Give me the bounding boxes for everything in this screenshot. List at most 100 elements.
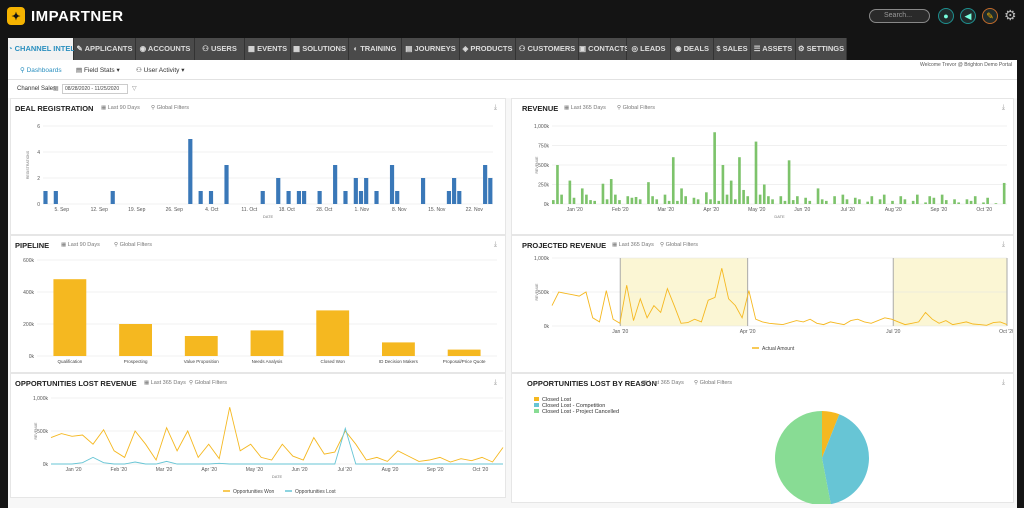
user-icon[interactable]: ● — [938, 8, 954, 24]
download-icon[interactable]: ⤓ — [1001, 104, 1005, 111]
panel-title: PROJECTED REVENUE — [522, 241, 607, 250]
bar — [317, 191, 322, 204]
calendar-icon[interactable]: ▦ — [53, 86, 59, 92]
series-line — [50, 407, 504, 463]
download-icon[interactable]: ⤓ — [1001, 379, 1005, 386]
pipeline-panel: PIPELINE ▦ Last 90 Days ⚲ Global Filters… — [10, 235, 506, 373]
dashboards-tab[interactable]: ⚲ Dashboards — [20, 67, 62, 74]
bar — [316, 310, 350, 356]
bar — [816, 188, 820, 204]
deal-registration-panel: DEAL REGISTRATION ▦ Last 90 Days ⚲ Globa… — [10, 98, 506, 235]
range-label[interactable]: ▦ Last 365 Days — [642, 380, 684, 386]
bar — [932, 197, 936, 204]
filter-text: Global Filters — [156, 105, 189, 111]
bar — [110, 191, 115, 204]
tab-channel-intel[interactable]: ◔ CHANNEL INTEL — [8, 38, 75, 60]
tab-events[interactable]: ▦ EVENTS — [245, 38, 291, 60]
tab-users[interactable]: ⚇ USERS — [195, 38, 245, 60]
bar — [734, 199, 737, 204]
tab-label: CHANNEL INTEL — [14, 44, 75, 53]
range-label[interactable]: ▦ Last 365 Days — [564, 105, 606, 111]
grid-icon: ▦ — [293, 44, 303, 53]
bar — [395, 191, 400, 204]
bar — [630, 197, 634, 204]
bar — [705, 192, 708, 204]
projected-revenue-chart: 0k 500k 1,000k REVENUE Jan '20 Apr '20 Jul '20… — [534, 256, 1013, 352]
tab-label: USERS — [210, 44, 237, 53]
global-filters-label[interactable]: ⚲ Global Filters — [114, 242, 152, 248]
tab-products[interactable]: ◈ PRODUCTS — [460, 38, 516, 60]
user-activity-tab[interactable]: ⚇ User Activity ▾ — [136, 67, 185, 74]
tab-label: APPLICANTS — [84, 44, 133, 53]
bar — [858, 199, 861, 204]
x-tick-label: Jun '20 — [794, 207, 810, 213]
filter-icon[interactable]: ▽ — [132, 86, 137, 92]
training-icon: ◐ — [353, 44, 361, 53]
brand-logo[interactable]: ✦ IMPARTNER — [7, 7, 124, 25]
global-filters-label[interactable]: ⚲ Global Filters — [694, 380, 732, 386]
x-tick-label: 19. Sep — [128, 207, 145, 213]
tab-label: JOURNEYS — [414, 44, 456, 53]
megaphone-icon[interactable]: ◀ — [960, 8, 976, 24]
tab-journeys[interactable]: ▤ JOURNEYS — [402, 38, 460, 60]
range-label[interactable]: ▦ Last 365 Days — [612, 242, 654, 248]
pen-icon[interactable]: ✎ — [982, 8, 998, 24]
bar — [601, 183, 605, 204]
global-filters-label[interactable]: ⚲ Global Filters — [617, 105, 655, 111]
tab-settings[interactable]: ⚙ SETTINGS — [796, 38, 847, 60]
x-tick-label: Jan '20 — [66, 467, 82, 473]
bar — [762, 184, 766, 204]
download-icon[interactable]: ⤓ — [1001, 241, 1005, 248]
tab-leads[interactable]: ◎ LEADS — [627, 38, 671, 60]
x-tick-label: Value Proposition — [184, 359, 219, 364]
tab-applicants[interactable]: ✎ APPLICANTS — [74, 38, 136, 60]
global-filters-label[interactable]: ⚲ Global Filters — [189, 380, 227, 386]
tab-customers[interactable]: ⚇ CUSTOMERS — [516, 38, 579, 60]
download-icon[interactable]: ⤓ — [493, 241, 497, 248]
bar — [903, 199, 907, 204]
gear-icon[interactable]: ⚙ — [1004, 7, 1017, 23]
bar — [853, 197, 857, 204]
x-tick-label: Mar '20 — [657, 207, 674, 213]
legend-swatch — [534, 403, 539, 407]
download-icon[interactable]: ⤓ — [493, 379, 497, 386]
x-tick-label: 4. Oct — [205, 207, 219, 213]
date-range-input[interactable]: 08/28/2020 - 11/25/2020 — [62, 84, 128, 94]
opportunities-lost-revenue-panel: OPPORTUNITIES LOST REVENUE ▦ Last 365 Da… — [10, 373, 506, 498]
x-tick-label: Aug '20 — [382, 467, 399, 473]
bar — [944, 200, 948, 204]
bar — [717, 200, 721, 204]
bar — [713, 132, 716, 204]
legend-label: Closed Lost - Project Cancelled — [542, 409, 619, 415]
tab-solutions[interactable]: ▦ SOLUTIONS — [291, 38, 349, 60]
y-tick-label: 750k — [538, 144, 549, 150]
range-label[interactable]: ▦ Last 90 Days — [61, 242, 100, 248]
field-stats-tab[interactable]: ▤ Field Stats ▾ — [76, 67, 120, 74]
range-label[interactable]: ▦ Last 90 Days — [101, 105, 140, 111]
tab-sales[interactable]: $ SALES — [714, 38, 751, 60]
global-filters-label[interactable]: ⚲ Global Filters — [151, 105, 189, 111]
tab-assets[interactable]: ☰ ASSETS — [751, 38, 796, 60]
tab-contacts[interactable]: ▣ CONTACTS — [579, 38, 629, 60]
tab-label: CUSTOMERS — [527, 44, 576, 53]
bar — [614, 194, 617, 204]
y-tick-label: 1,000k — [534, 256, 550, 262]
bar — [296, 191, 302, 204]
download-icon[interactable]: ⤓ — [493, 104, 497, 111]
x-tick-label: 11. Oct — [241, 207, 257, 213]
tab-deals[interactable]: ◉ DEALS — [671, 38, 714, 60]
dashboard-content: ⚲ Dashboards ▤ Field Stats ▾ ⚇ User Acti… — [8, 60, 1017, 508]
range-label[interactable]: ▦ Last 365 Days — [144, 380, 186, 386]
legend-label: Closed Lost — [542, 397, 572, 403]
global-filters-label[interactable]: ⚲ Global Filters — [660, 242, 698, 248]
tab-training[interactable]: ◐ TRAINING — [349, 38, 402, 60]
y-tick-label: 2 — [37, 176, 40, 182]
bar — [446, 191, 452, 204]
bar — [804, 197, 807, 204]
bar — [820, 199, 824, 204]
y-axis-label: REVENUE — [535, 283, 539, 301]
y-tick-label: 6 — [37, 124, 40, 130]
search-input[interactable]: Search... — [869, 9, 930, 23]
bar — [452, 178, 457, 204]
tab-accounts[interactable]: ◉ ACCOUNTS — [136, 38, 195, 60]
